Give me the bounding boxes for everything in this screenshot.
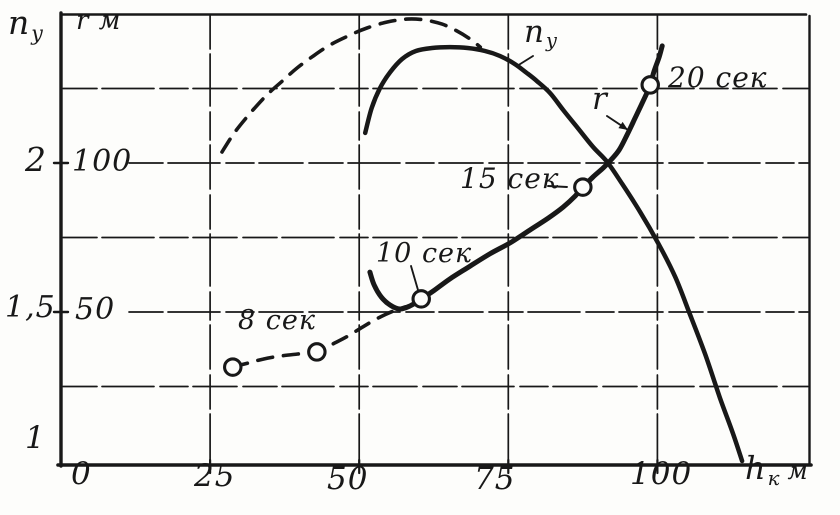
t10-leader	[410, 265, 419, 291]
curve-label-ny: ny	[524, 17, 558, 51]
ny-leader	[516, 55, 534, 67]
time-label-10sec: 10 сек	[376, 238, 473, 269]
t15-leader	[547, 185, 568, 188]
axis-x-sub: к	[767, 466, 781, 490]
tick-r-100: 100	[72, 144, 133, 179]
time-label-15sec: 15 сек	[460, 162, 560, 195]
curve-ny-solid	[362, 44, 745, 464]
axis-ny-main: n	[8, 3, 31, 42]
curve-ny-main: n	[524, 14, 545, 50]
time-label-20sec: 20 сек	[668, 61, 768, 94]
tick-x-100: 100	[630, 456, 693, 492]
curve-r-solid	[367, 43, 665, 312]
marker-8-сек	[223, 357, 243, 377]
tick-x-50: 50	[327, 461, 369, 497]
axis-x-unit: м	[787, 456, 809, 485]
marker-15-сек	[573, 177, 593, 197]
tick-r-50: 50	[75, 292, 116, 327]
tick-ny-1: 1	[25, 420, 46, 456]
time-label-8sec: 8 сек	[238, 305, 316, 336]
tick-ny-2: 2	[25, 140, 47, 179]
tick-x-75: 75	[474, 461, 516, 497]
tick-x-25: 25	[194, 458, 236, 494]
axis-x-main: h	[745, 449, 767, 487]
axis-r-label: r м	[76, 6, 122, 36]
r-leader-arrowhead	[618, 121, 628, 130]
marker-unlabeled	[307, 342, 327, 362]
axis-ny-sub: y	[31, 20, 44, 45]
marker-10-сек	[411, 289, 431, 309]
curve-ny-dashed	[220, 17, 483, 154]
axis-x-label: hк м	[745, 452, 809, 488]
axis-ny-label: ny	[8, 6, 44, 43]
marker-20-сек	[640, 75, 660, 95]
curve-label-r: r	[592, 81, 608, 117]
tick-x-0: 0	[71, 456, 92, 492]
curve-ny-sub: y	[545, 29, 558, 53]
tick-ny-1-5: 1,5	[5, 290, 56, 325]
